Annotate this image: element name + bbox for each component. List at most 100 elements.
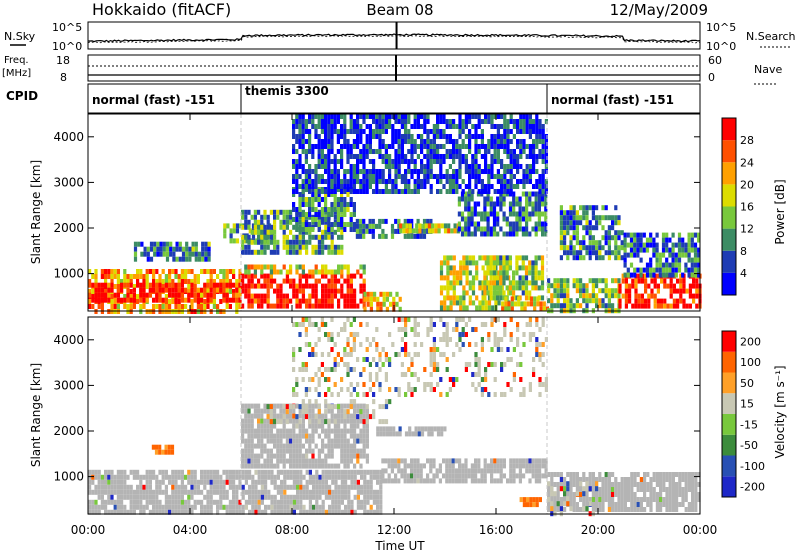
velocity-cell: [611, 492, 614, 497]
power-cell: [472, 255, 475, 260]
velocity-cell: [299, 439, 302, 444]
velocity-cell: [452, 473, 455, 478]
power-cell: [247, 225, 250, 230]
power-cell: [315, 294, 318, 299]
velocity-cell: [370, 495, 373, 500]
power-cell: [414, 189, 417, 194]
power-cell: [535, 124, 538, 129]
power-cell: [260, 215, 263, 220]
power-cell: [515, 197, 518, 202]
velocity-cell: [337, 409, 340, 414]
power-cell: [459, 275, 462, 280]
velocity-cell: [356, 434, 359, 439]
velocity-cell: [254, 409, 257, 414]
power-cell: [318, 222, 321, 227]
power-cell: [305, 245, 308, 250]
velocity-cell: [360, 470, 363, 475]
power-cell: [156, 242, 159, 247]
power-cell: [462, 260, 465, 265]
power-cell: [509, 207, 512, 212]
velocity-cell: [213, 470, 216, 475]
velocity-cell: [283, 464, 286, 469]
power-cell: [155, 298, 158, 303]
velocity-cell: [94, 500, 97, 505]
velocity-cell: [251, 459, 254, 464]
velocity-cell: [260, 409, 263, 414]
power-cell: [688, 253, 691, 258]
power-cell: [477, 227, 480, 232]
power-cell: [608, 235, 611, 240]
power-cell: [563, 250, 566, 255]
power-cell: [420, 179, 423, 184]
power-cell: [314, 114, 317, 119]
velocity-cell: [251, 454, 254, 459]
power-cell: [624, 233, 627, 238]
velocity-cell: [373, 495, 376, 500]
velocity-cell: [350, 505, 353, 510]
power-cell: [471, 159, 474, 164]
power-cell: [378, 144, 381, 149]
power-cell: [356, 144, 359, 149]
power-cell: [168, 288, 171, 293]
power-cell: [206, 269, 209, 274]
velocity-cell: [331, 475, 334, 480]
power-cell: [585, 230, 588, 235]
power-cell: [462, 255, 465, 260]
power-cell: [182, 257, 185, 262]
velocity-cell: [356, 404, 359, 409]
power-cell: [324, 114, 327, 119]
velocity-cell: [550, 477, 553, 482]
velocity-cell: [392, 431, 395, 436]
power-cell: [605, 278, 608, 283]
velocity-cell: [136, 470, 139, 475]
power-cell: [553, 288, 556, 293]
power-cell: [399, 297, 402, 302]
power-cell: [509, 202, 512, 207]
velocity-cell: [289, 454, 292, 459]
velocity-cell: [258, 470, 261, 475]
power-cell: [541, 197, 544, 202]
power-cell: [500, 124, 503, 129]
velocity-cell: [165, 500, 168, 505]
power-cell: [289, 240, 292, 245]
velocity-cell: [311, 429, 314, 434]
velocity-cell: [685, 482, 688, 487]
power-cell: [511, 296, 514, 301]
power-cell: [350, 202, 353, 207]
velocity-cell: [512, 468, 515, 473]
velocity-cell: [408, 426, 411, 431]
velocity-cell: [617, 492, 620, 497]
power-cell: [311, 270, 314, 275]
power-cell: [299, 265, 302, 270]
velocity-cell: [363, 485, 366, 490]
power-cell: [407, 189, 410, 194]
velocity-cell: [624, 507, 627, 512]
power-cell: [430, 154, 433, 159]
velocity-cell: [359, 434, 362, 439]
velocity-cell: [381, 468, 384, 473]
velocity-cell: [114, 475, 117, 480]
velocity-cell: [263, 449, 266, 454]
power-cell: [579, 245, 582, 250]
power-cell: [467, 207, 470, 212]
power-cell: [531, 227, 534, 232]
power-cell: [247, 245, 250, 250]
power-cell: [447, 223, 450, 228]
power-cell: [367, 302, 370, 307]
power-cell: [302, 212, 305, 217]
power-cell: [490, 169, 493, 174]
power-cell: [459, 295, 462, 300]
power-cell: [589, 220, 592, 225]
velocity-cell: [139, 480, 142, 485]
velocity-cell: [665, 502, 668, 507]
velocity-cell: [353, 439, 356, 444]
power-cell: [509, 232, 512, 237]
velocity-cell: [324, 429, 327, 434]
power-cell: [195, 252, 198, 257]
velocity-cell: [152, 490, 155, 495]
power-cell: [404, 159, 407, 164]
velocity-cell: [669, 507, 672, 512]
velocity-cell: [388, 473, 391, 478]
power-cell: [461, 197, 464, 202]
power-cell: [315, 299, 318, 304]
